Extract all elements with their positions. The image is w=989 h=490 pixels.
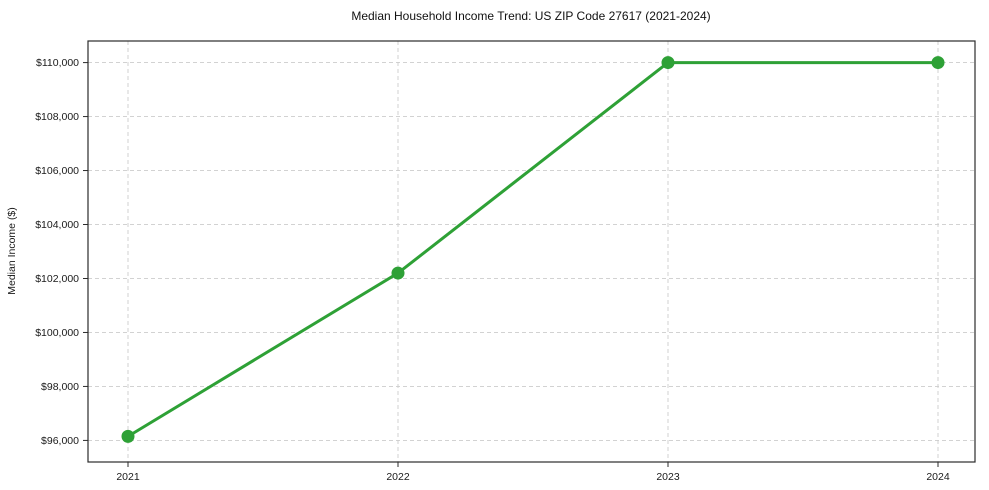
trend-line xyxy=(126,61,940,438)
chart-title: Median Household Income Trend: US ZIP Co… xyxy=(351,9,710,23)
data-point xyxy=(661,56,675,70)
y-axis-label: Median Income ($) xyxy=(6,207,18,295)
y-tick-label: $106,000 xyxy=(35,165,79,177)
y-tick-label: $96,000 xyxy=(41,435,79,447)
x-tick-label: 2021 xyxy=(116,471,140,483)
y-tick-label: $98,000 xyxy=(41,381,79,393)
axis-layer: $96,000 $98,000 $100,000 $102,000 $104,000 $1… xyxy=(35,40,976,483)
x-tick-label: 2024 xyxy=(926,471,950,483)
y-tick-label: $108,000 xyxy=(35,111,79,123)
grid-layer xyxy=(88,41,975,462)
trend-line-series xyxy=(121,56,945,443)
y-tick-label: $104,000 xyxy=(35,219,79,231)
data-point xyxy=(121,429,135,443)
y-tick-label: $102,000 xyxy=(35,273,79,285)
y-tick-label: $100,000 xyxy=(35,327,79,339)
y-tick-label: $110,000 xyxy=(36,57,79,69)
x-tick-label: 2023 xyxy=(656,471,680,483)
data-point xyxy=(391,266,405,280)
data-point xyxy=(931,56,945,70)
plot-border xyxy=(87,40,976,463)
x-tick-label: 2022 xyxy=(386,471,410,483)
